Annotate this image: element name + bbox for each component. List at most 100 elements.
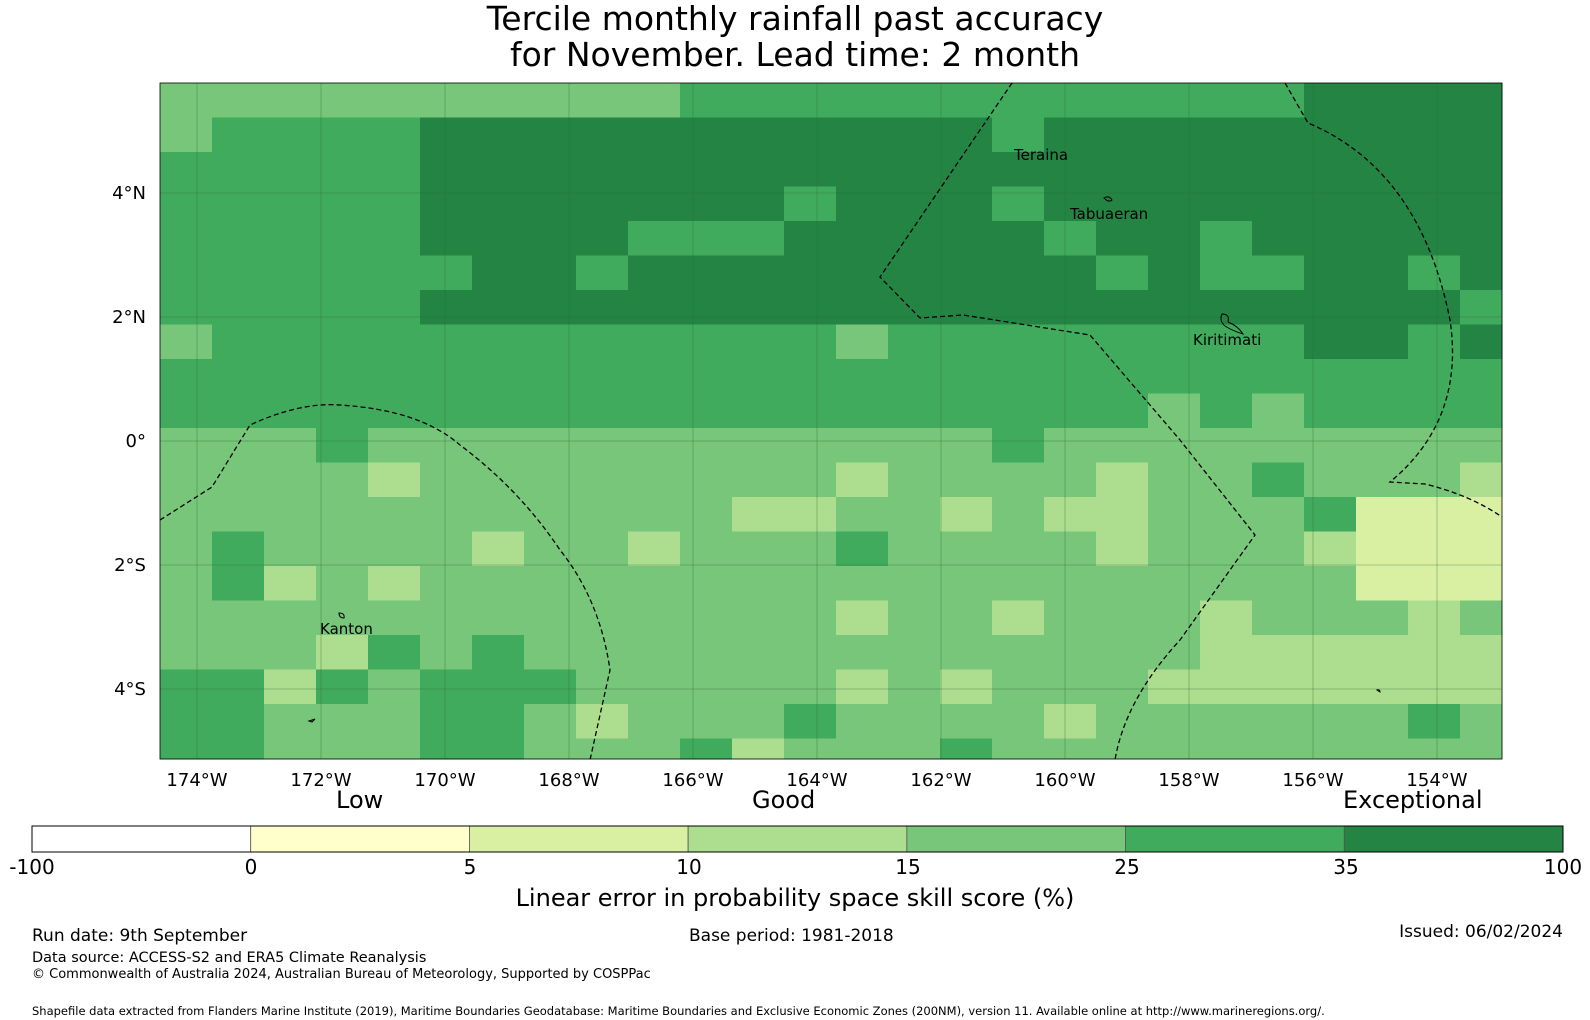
skill-grid-cell <box>316 324 369 360</box>
skill-grid-cell <box>316 635 369 670</box>
skill-grid-cell <box>836 428 889 463</box>
skill-grid-cell <box>472 83 525 118</box>
skill-grid-cell <box>888 117 941 153</box>
skill-grid-cell <box>524 324 577 360</box>
skill-grid-cell <box>1200 635 1253 670</box>
skill-grid-cell <box>316 428 369 463</box>
colorbar-label: Linear error in probability space skill … <box>515 884 1075 912</box>
skill-grid-cell <box>680 462 733 498</box>
colorbar-segment <box>250 825 470 853</box>
skill-grid-cell <box>1356 738 1409 760</box>
skill-grid-cell <box>992 83 1045 118</box>
skill-grid-cell <box>1356 428 1409 463</box>
skill-grid-cell <box>1460 83 1503 118</box>
skill-grid-cell <box>732 290 785 325</box>
skill-grid-cell <box>680 83 733 118</box>
skill-grid-cell <box>680 221 733 256</box>
skill-grid-cell <box>1356 324 1409 360</box>
skill-grid-cell <box>1148 117 1201 153</box>
skill-grid-cell <box>420 635 473 670</box>
skill-grid-cell <box>940 186 993 222</box>
skill-grid-cell <box>1304 738 1357 760</box>
skill-grid-cell <box>1356 531 1409 567</box>
skill-grid-cell <box>732 221 785 256</box>
skill-grid-cell <box>836 704 889 739</box>
skill-grid-cell <box>1096 117 1149 153</box>
skill-grid-cell <box>680 255 733 291</box>
skill-grid-cell <box>888 290 941 325</box>
skill-grid-cell <box>1148 566 1201 601</box>
skill-grid-cell <box>420 531 473 567</box>
skill-grid-cell <box>576 566 629 601</box>
skill-grid-cell <box>1096 186 1149 222</box>
skill-grid-cell <box>888 497 941 532</box>
skill-grid-cell <box>212 566 265 601</box>
skill-grid-cell <box>576 290 629 325</box>
skill-grid-cell <box>212 290 265 325</box>
skill-grid-cell <box>1460 221 1503 256</box>
skill-grid-cell <box>524 186 577 222</box>
skill-grid-cell <box>732 83 785 118</box>
skill-grid-cell <box>836 117 889 153</box>
skill-grid-cell <box>1252 635 1305 670</box>
skill-grid-cell <box>836 255 889 291</box>
skill-grid-cell <box>888 462 941 498</box>
skill-grid-cell <box>940 566 993 601</box>
skill-grid-cell <box>680 566 733 601</box>
x-tick-label: 170°W <box>414 770 475 791</box>
skill-grid-cell <box>992 462 1045 498</box>
skill-grid-cell <box>940 117 993 153</box>
skill-grid-cell <box>836 462 889 498</box>
skill-grid-cell <box>1148 600 1201 636</box>
skill-grid-cell <box>576 531 629 567</box>
skill-grid-cell <box>784 221 837 256</box>
colorbar <box>31 825 1564 853</box>
skill-grid-cell <box>1148 462 1201 498</box>
skill-grid-cell <box>1044 600 1097 636</box>
skill-grid-cell <box>524 462 577 498</box>
colorbar-qual-exceptional: Exceptional <box>1343 786 1483 814</box>
skill-grid-cell <box>368 566 421 601</box>
skill-grid-cell <box>1096 704 1149 739</box>
skill-grid-cell <box>836 531 889 567</box>
skill-grid-cell <box>1200 290 1253 325</box>
skill-grid-cell <box>524 600 577 636</box>
skill-grid-cell <box>420 83 473 118</box>
skill-grid-cell <box>940 393 993 429</box>
skill-grid-cell <box>576 83 629 118</box>
place-label-kiritimati: Kiritimati <box>1193 331 1261 349</box>
skill-grid-cell <box>524 117 577 153</box>
skill-grid-cell <box>576 462 629 498</box>
skill-grid-cell <box>1356 186 1409 222</box>
colorbar-segment <box>31 825 252 853</box>
skill-grid-cell <box>888 221 941 256</box>
skill-grid-cell <box>212 497 265 532</box>
skill-grid-cell <box>1252 393 1305 429</box>
x-tick-label: 174°W <box>166 770 227 791</box>
skill-grid-cell <box>680 428 733 463</box>
colorbar-segment <box>906 825 1126 853</box>
colorbar-tick-label: 35 <box>1333 855 1359 879</box>
skill-grid-cell <box>264 704 317 739</box>
skill-grid-cell <box>368 393 421 429</box>
colorbar-tick-label: 100 <box>1543 855 1583 879</box>
skill-grid-cell <box>1252 83 1305 118</box>
skill-grid-cell <box>472 221 525 256</box>
skill-grid-cell <box>1096 600 1149 636</box>
skill-grid-cell <box>368 497 421 532</box>
skill-grid-cell <box>1252 359 1305 394</box>
skill-grid-cell <box>264 600 317 636</box>
skill-grid-cell <box>524 635 577 670</box>
skill-grid-cell <box>1252 738 1305 760</box>
map-title-line-1: Tercile monthly rainfall past accuracy <box>486 0 1104 38</box>
skill-grid-cell <box>628 600 681 636</box>
skill-grid-cell <box>1096 669 1149 705</box>
skill-grid-cell <box>472 635 525 670</box>
skill-grid-cell <box>1096 497 1149 532</box>
skill-grid-cell <box>836 635 889 670</box>
skill-grid-cell <box>680 359 733 394</box>
skill-grid-cell <box>1460 600 1503 636</box>
base-period: Base period: 1981-2018 <box>689 926 894 946</box>
skill-grid-cell <box>628 83 681 118</box>
skill-grid-cell <box>1096 738 1149 760</box>
